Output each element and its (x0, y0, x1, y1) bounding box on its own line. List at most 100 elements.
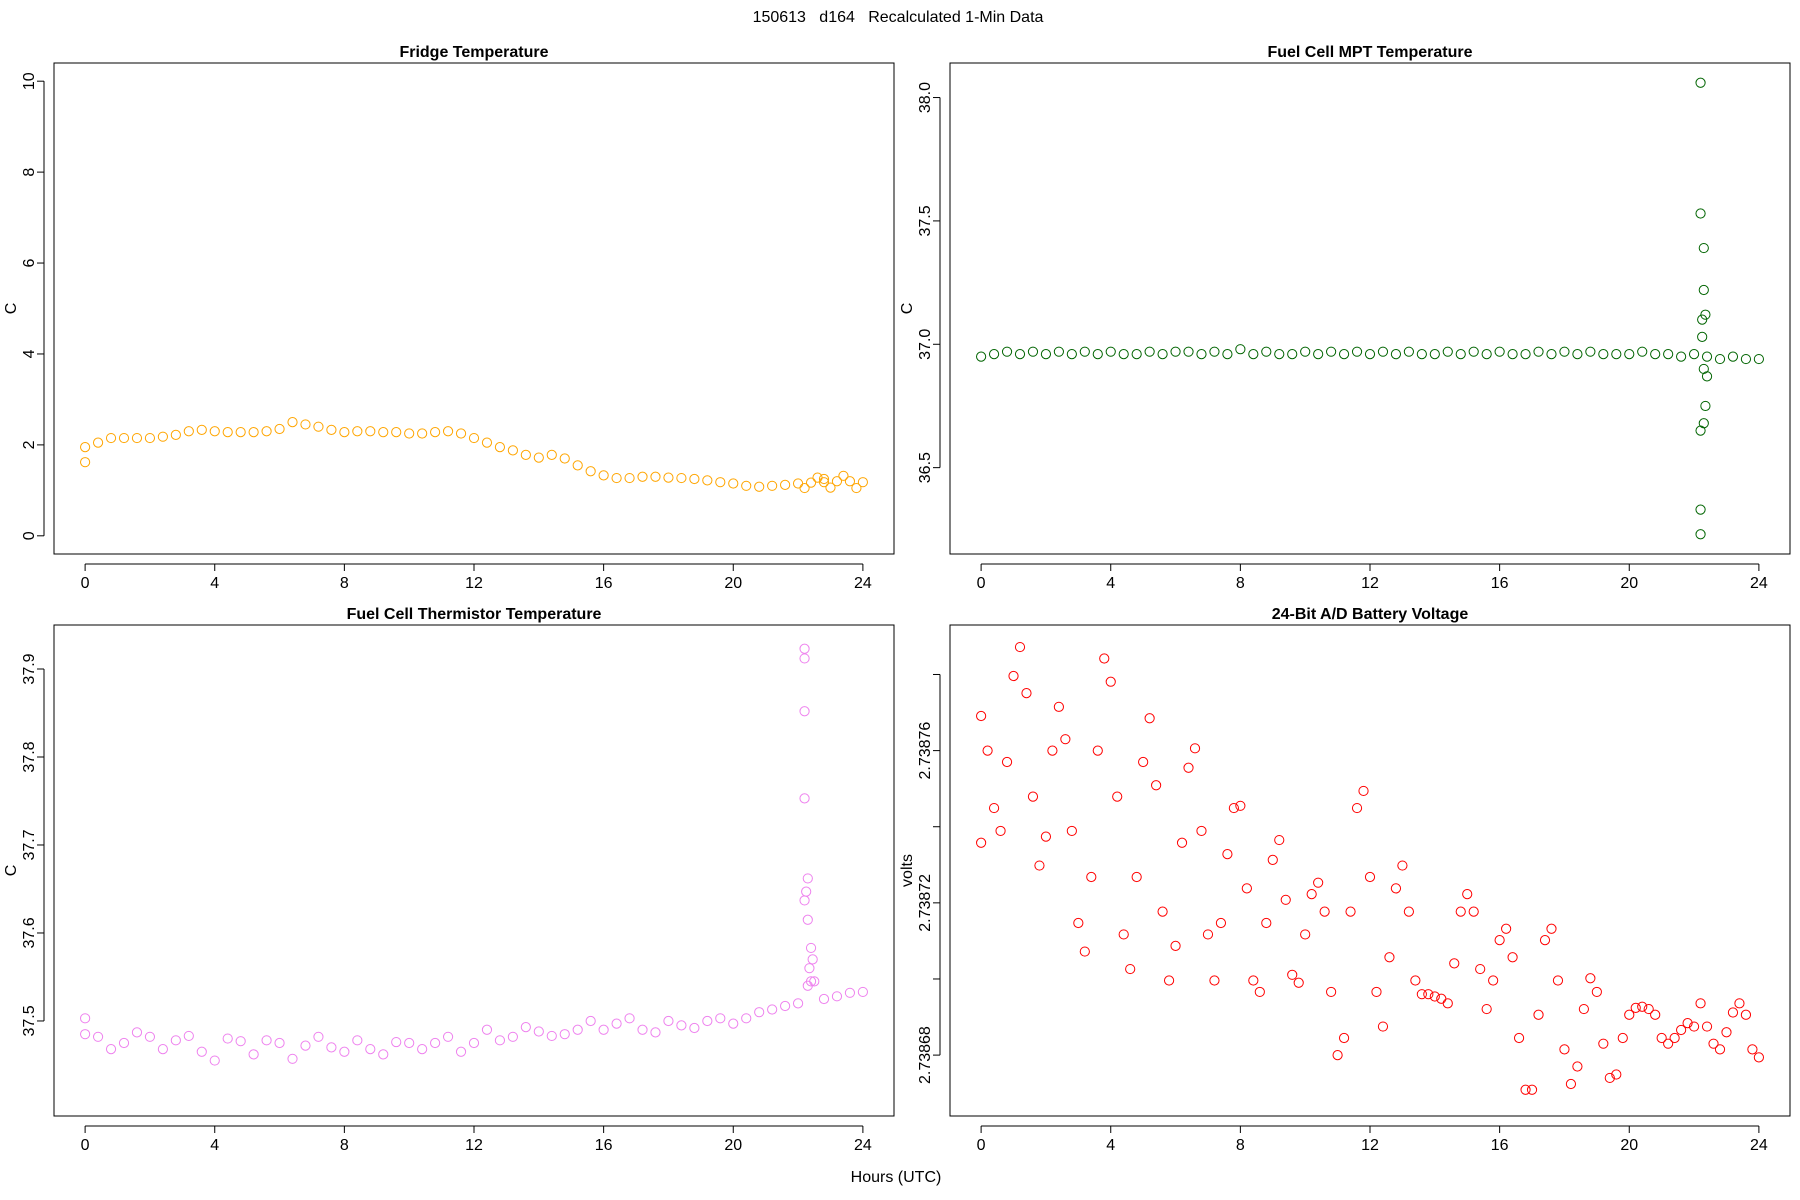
y-tick-label: 37.8 (21, 741, 38, 772)
data-point (157, 431, 168, 442)
data-point (455, 428, 467, 439)
data-point (754, 481, 765, 492)
x-tick-label: 8 (1236, 575, 1245, 592)
data-point (1338, 349, 1350, 360)
x-tick-label: 24 (1750, 575, 1768, 592)
data-point (274, 1037, 285, 1049)
data-point (248, 427, 259, 438)
data-point (1559, 1044, 1570, 1055)
data-point (976, 837, 987, 848)
y-axis-label: C (3, 865, 20, 877)
data-point (624, 1013, 635, 1024)
data-point (105, 432, 117, 444)
x-tick-label: 20 (724, 1137, 742, 1154)
plot-frame (53, 62, 895, 555)
data-point (131, 432, 143, 444)
data-point (805, 477, 817, 488)
data-point (1700, 400, 1711, 412)
data-point (1701, 351, 1713, 362)
data-point (1053, 346, 1064, 357)
data-point (209, 1055, 220, 1066)
data-point (1513, 1032, 1525, 1044)
y-tick-label: 37.5 (21, 1005, 38, 1036)
data-point (1416, 349, 1427, 360)
data-point (831, 991, 843, 1002)
data-point (1105, 346, 1116, 357)
data-point (1650, 1009, 1661, 1020)
data-point (792, 998, 804, 1009)
x-axis-label: Hours (UTC) (851, 1169, 942, 1186)
data-point (1604, 1072, 1615, 1084)
x-tick-label: 4 (210, 575, 219, 592)
data-point (1313, 877, 1324, 888)
data-point (767, 480, 778, 491)
data-point (676, 472, 687, 484)
data-point (1481, 1003, 1492, 1015)
data-point (1546, 923, 1557, 934)
data-point (1416, 989, 1427, 1000)
data-point (1189, 743, 1201, 754)
x-tick-label: 20 (1620, 575, 1638, 592)
data-point (326, 1042, 337, 1053)
data-point (1753, 353, 1764, 365)
data-point (1591, 986, 1602, 998)
data-point (339, 1046, 350, 1057)
data-point (1326, 986, 1337, 998)
panel: Fuel Cell MPT Temperature C 0 4 8 12 16 20 24 36.… (899, 44, 1791, 592)
data-point (1714, 353, 1726, 365)
data-point (1053, 701, 1064, 712)
data-point (1559, 346, 1570, 357)
data-point (844, 987, 856, 998)
data-point (1157, 349, 1168, 360)
data-point (1695, 77, 1706, 88)
data-point (1228, 802, 1239, 814)
y-tick-label: 38.0 (917, 82, 934, 113)
data-point (1047, 745, 1058, 756)
data-point (1442, 346, 1453, 357)
data-point (1001, 756, 1013, 768)
plot-frame (53, 624, 895, 1117)
data-point (812, 472, 823, 483)
data-point (1306, 888, 1317, 900)
data-point (825, 482, 836, 493)
data-point (1526, 1084, 1538, 1095)
x-tick-label: 20 (724, 575, 742, 592)
data-point (637, 471, 648, 482)
data-point (1196, 825, 1207, 837)
plot-frame (949, 62, 1791, 555)
data-point (1099, 653, 1110, 664)
data-point (391, 427, 402, 438)
data-point (799, 653, 810, 664)
data-point (1747, 1044, 1758, 1055)
data-point (1209, 975, 1220, 986)
data-point (1397, 860, 1408, 871)
data-point (1598, 1038, 1609, 1049)
data-point (507, 445, 518, 456)
y-tick-label: 2.73872 (917, 874, 934, 932)
data-point (1630, 1002, 1641, 1014)
data-point (1565, 1078, 1577, 1090)
data-point (1027, 346, 1039, 357)
data-point (1488, 975, 1499, 986)
data-point (598, 470, 609, 481)
data-point (1222, 849, 1233, 860)
data-point (546, 1030, 557, 1042)
x-tick-label: 8 (340, 1137, 349, 1154)
data-point (1637, 1001, 1648, 1012)
data-point (1287, 969, 1298, 980)
y-tick-label: 4 (21, 349, 38, 358)
data-point (1423, 989, 1434, 1000)
x-tick-label: 16 (1491, 1137, 1509, 1154)
data-point (92, 437, 104, 448)
y-axis-label: C (3, 303, 20, 315)
data-point (1507, 952, 1518, 963)
data-point (1698, 242, 1709, 254)
data-point (80, 1029, 91, 1040)
data-point (520, 449, 531, 460)
data-point (1151, 780, 1162, 791)
data-point (1585, 346, 1596, 357)
x-tick-label: 0 (977, 1137, 986, 1154)
data-point (572, 460, 583, 471)
x-tick-label: 0 (81, 575, 90, 592)
panel-title: Fridge Temperature (399, 44, 548, 61)
